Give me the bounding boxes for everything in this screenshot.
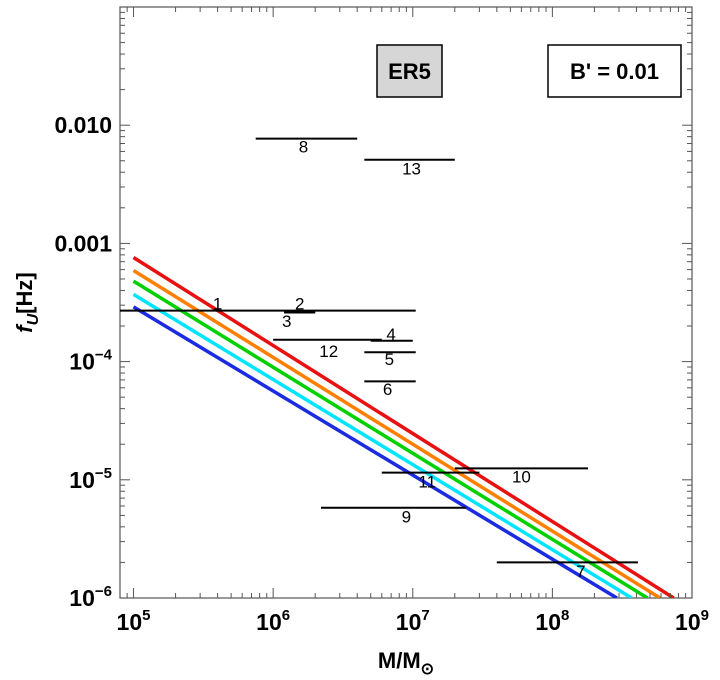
y-tick-label: 10−4 [69, 347, 112, 375]
detector-segments-group [120, 137, 638, 564]
annotation-text-2: B' = 0.01 [570, 59, 659, 84]
annotation-box-2 [547, 44, 682, 98]
segment-label-1: 1 [213, 295, 222, 314]
segment-label-11: 11 [418, 472, 436, 491]
segment-label-3: 3 [282, 312, 291, 331]
segment-label-13: 13 [402, 160, 421, 179]
series-lines-group [132, 256, 675, 598]
y-axis-title-main: f [12, 323, 37, 333]
x-tick-exponent: 8 [561, 607, 569, 624]
y-tick-label: 0.001 [54, 230, 112, 256]
y-tick-text: 0.010 [54, 112, 112, 138]
x-tick-label: 105 [117, 607, 151, 635]
x-tick-base: 10 [535, 609, 561, 635]
segment-label-7: 7 [576, 562, 585, 581]
y-tick-base: 10 [69, 467, 95, 493]
y-tick-base: 10 [69, 585, 95, 611]
y-tick-label: 10−5 [69, 465, 112, 493]
y-tick-exponent: −5 [95, 465, 112, 482]
segment-label-5: 5 [385, 350, 394, 369]
x-tick-base: 10 [675, 609, 701, 635]
x-tick-exponent: 6 [282, 607, 290, 624]
y-tick-label: 10−6 [69, 583, 112, 611]
series-line-3 [132, 279, 649, 598]
segment-label-2: 2 [295, 295, 304, 314]
x-tick-exponent: 7 [421, 607, 429, 624]
series-line-5 [132, 305, 618, 598]
series-line-2 [132, 269, 661, 598]
series-line-1 [132, 256, 675, 598]
y-tick-exponent: −4 [95, 347, 113, 364]
y-axis-title: fU[Hz] [12, 272, 42, 332]
plot-frame-group [119, 6, 693, 599]
x-tick-base: 10 [396, 609, 422, 635]
x-axis-title-main: M/M [378, 648, 421, 673]
x-tick-exponent: 5 [142, 607, 150, 624]
segment-label-10: 10 [512, 467, 531, 486]
segment-label-12: 12 [319, 342, 338, 361]
x-axis-title: M/M⊙ [378, 648, 434, 678]
segment-label-8: 8 [299, 138, 308, 157]
segment-label-9: 9 [402, 507, 411, 526]
segment-label-4: 4 [386, 325, 395, 344]
y-tick-label: 0.010 [54, 112, 112, 138]
segment-label-6: 6 [383, 380, 392, 399]
y-axis-title-unit: [Hz] [12, 272, 37, 314]
x-tick-base: 10 [256, 609, 282, 635]
x-tick-label: 106 [256, 607, 290, 635]
ticks-group [119, 6, 693, 599]
series-line-4 [132, 292, 633, 598]
plot-frame [119, 6, 693, 599]
y-tick-text: 0.001 [54, 230, 112, 256]
x-tick-base: 10 [117, 609, 143, 635]
y-tick-base: 10 [69, 349, 95, 375]
annotation-box-1 [376, 44, 443, 98]
x-tick-label: 107 [396, 607, 430, 635]
x-tick-exponent: 9 [701, 607, 709, 624]
y-tick-exponent: −6 [95, 583, 112, 600]
y-axis-title-subscript: U [25, 313, 42, 325]
x-axis-title-subscript: ⊙ [421, 661, 434, 678]
x-tick-label: 109 [675, 607, 709, 635]
x-tick-label: 108 [535, 607, 569, 635]
annotation-text-1: ER5 [388, 59, 431, 84]
